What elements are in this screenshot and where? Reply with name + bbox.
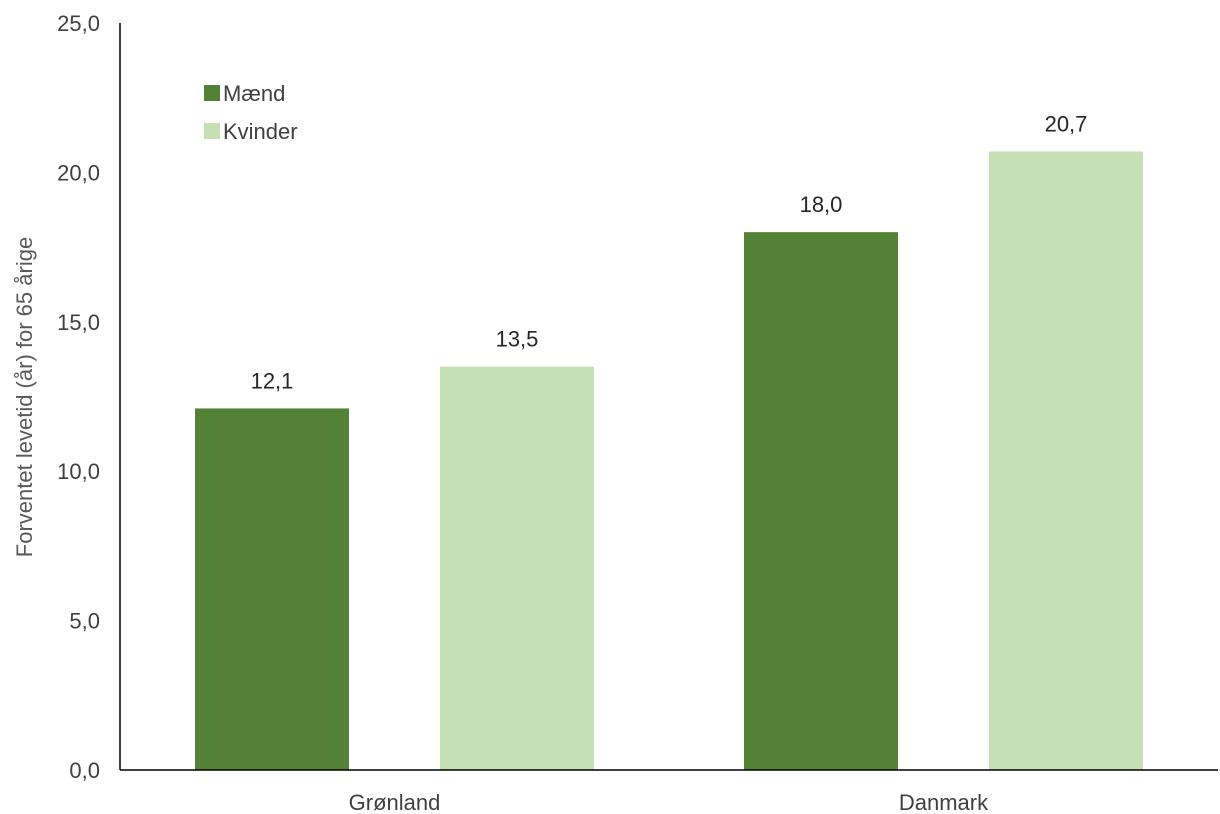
bar-kvinder-danmark bbox=[989, 151, 1143, 770]
y-tick-label: 10,0 bbox=[57, 459, 100, 484]
bar-mænd-danmark bbox=[744, 232, 898, 770]
data-label: 12,1 bbox=[251, 368, 294, 393]
legend-swatch-mænd bbox=[204, 85, 220, 101]
data-label: 13,5 bbox=[496, 327, 539, 352]
y-tick-label: 25,0 bbox=[57, 11, 100, 36]
x-category-label: Grønland bbox=[349, 790, 441, 814]
y-tick-label: 15,0 bbox=[57, 310, 100, 335]
x-category-label: Danmark bbox=[899, 790, 989, 814]
bar-mænd-grønland bbox=[195, 408, 349, 770]
bars bbox=[195, 151, 1143, 770]
data-label: 18,0 bbox=[800, 192, 843, 217]
legend-label: Kvinder bbox=[223, 119, 298, 144]
bar-kvinder-grønland bbox=[440, 366, 594, 770]
y-axis-ticks: 0,0 5,0 10,0 15,0 20,0 25,0 bbox=[57, 11, 100, 783]
legend-label: Mænd bbox=[223, 81, 285, 106]
legend: Mænd Kvinder bbox=[204, 81, 298, 144]
y-axis-title: Forventet levetid (år) for 65 årige bbox=[12, 237, 37, 557]
y-tick-label: 5,0 bbox=[69, 609, 100, 634]
category-labels: Grønland Danmark bbox=[349, 790, 989, 814]
y-tick-label: 0,0 bbox=[69, 758, 100, 783]
data-label: 20,7 bbox=[1045, 111, 1088, 136]
legend-swatch-kvinder bbox=[204, 123, 220, 139]
y-tick-label: 20,0 bbox=[57, 160, 100, 185]
data-labels: 12,1 13,5 18,0 20,7 bbox=[251, 111, 1088, 393]
